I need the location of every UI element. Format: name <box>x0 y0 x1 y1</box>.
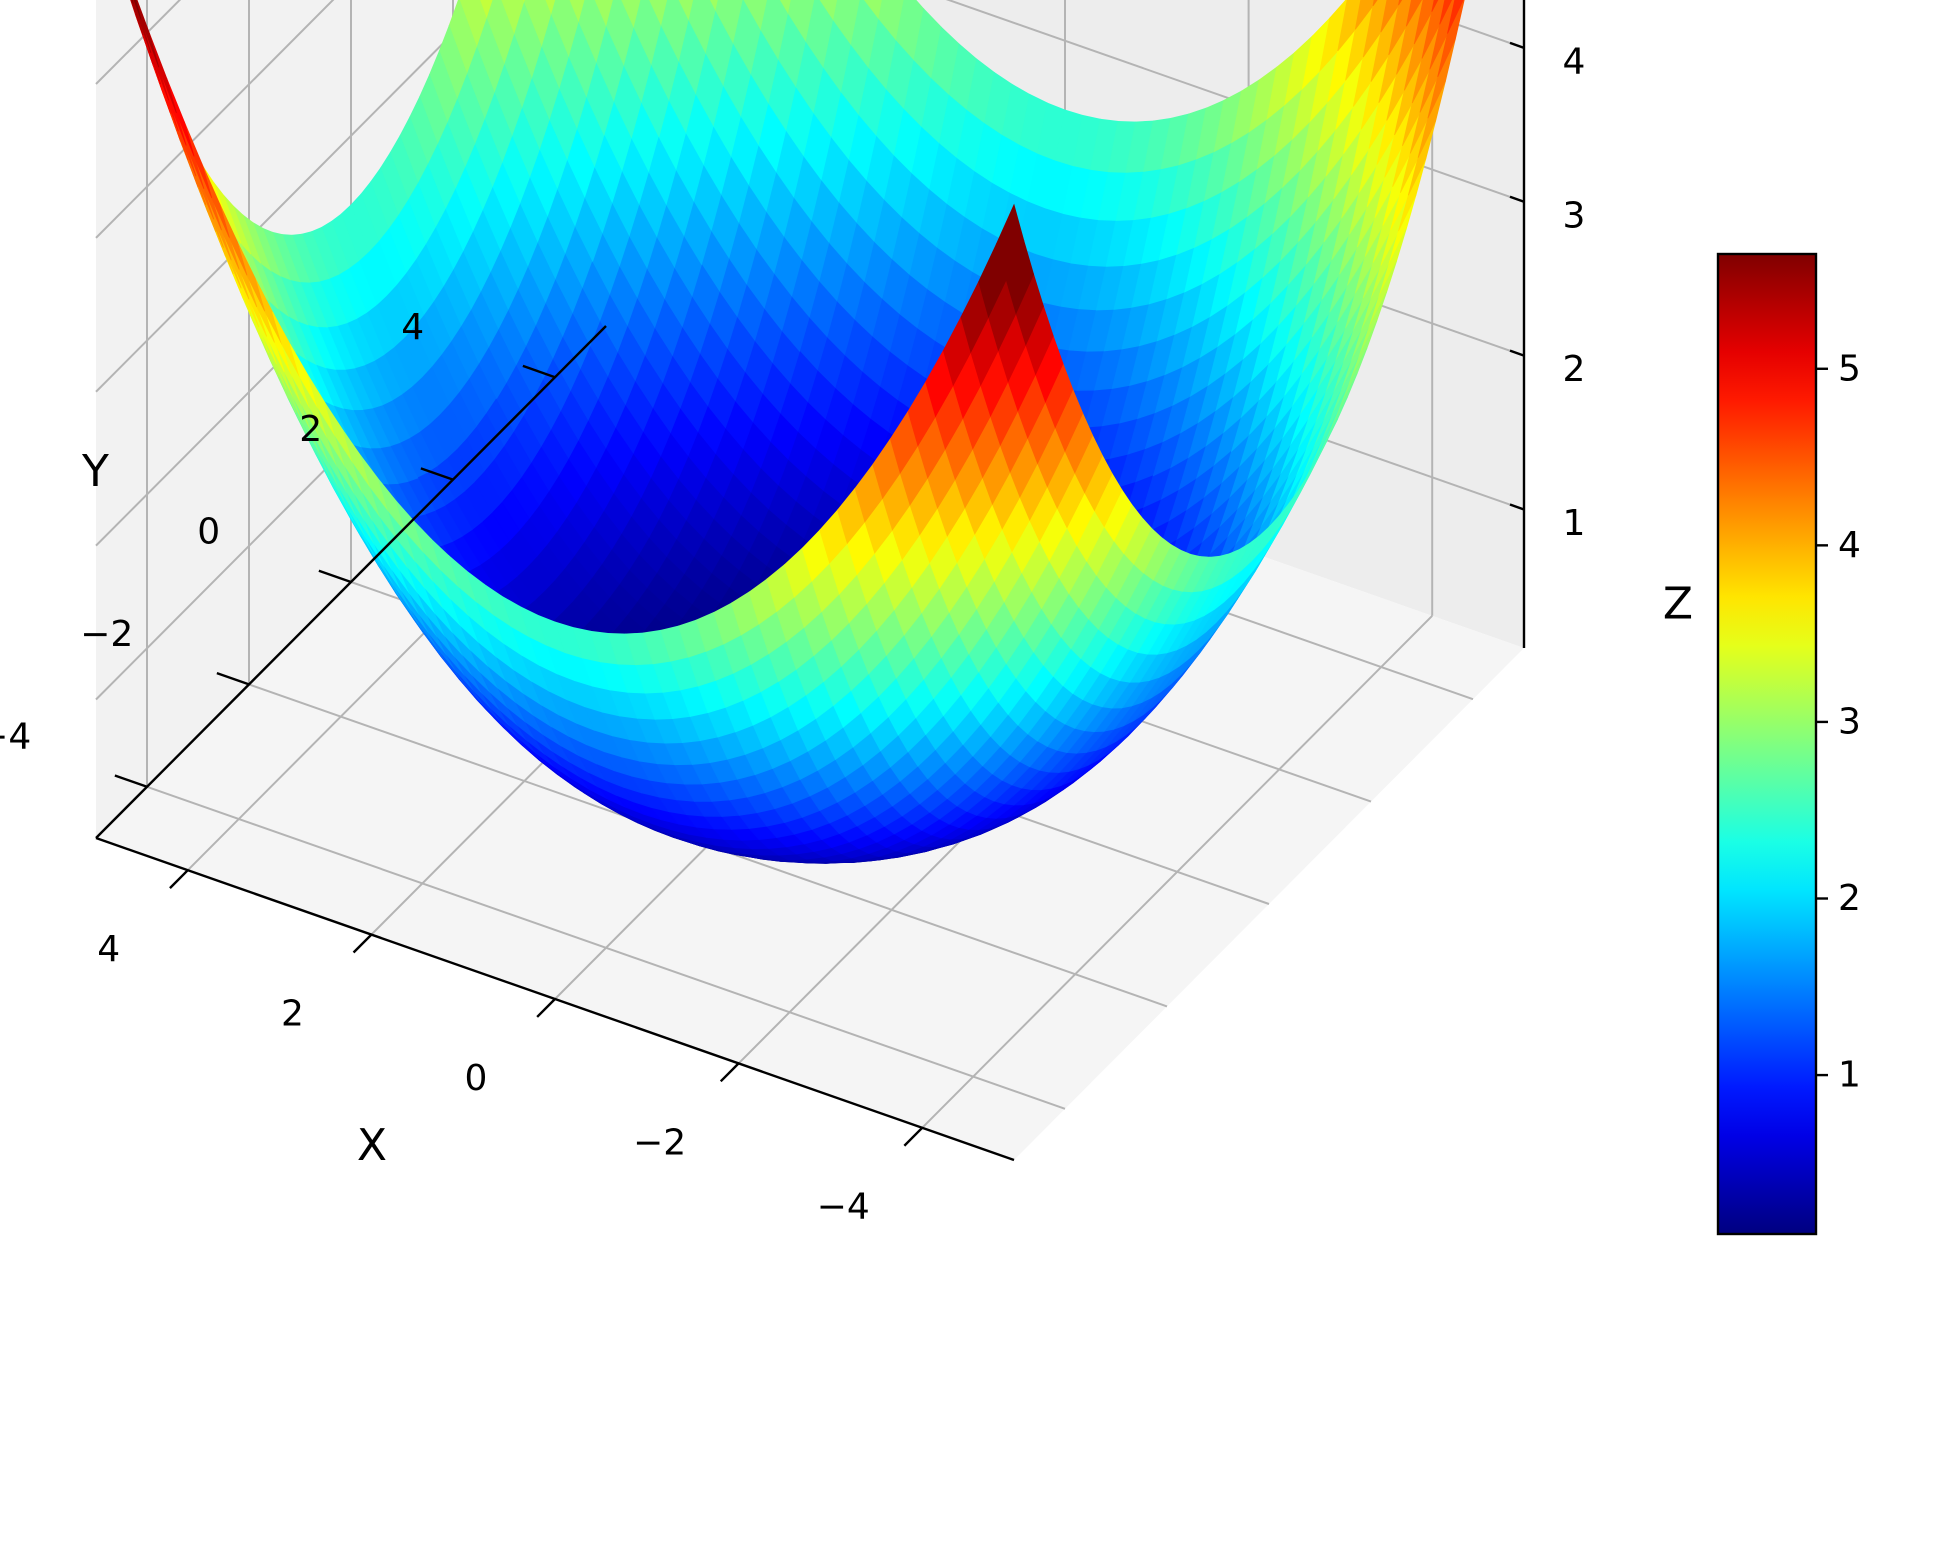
z-axis-tick <box>1509 195 1525 203</box>
z-axis-tick <box>1509 349 1525 357</box>
surface-facet <box>1337 0 1362 52</box>
x-axis-tick <box>903 1126 924 1147</box>
surface-facet <box>1405 0 1422 27</box>
y-axis-tick <box>216 671 250 686</box>
surface-facet <box>633 0 662 66</box>
surface-facet <box>779 0 792 15</box>
surface-facet <box>133 0 142 20</box>
surface-facet <box>1439 0 1452 25</box>
colorbar-tick-label: 1 <box>1838 1055 1861 1096</box>
y-tick-label: 4 <box>401 307 424 348</box>
y-axis-tick <box>522 364 556 379</box>
surface-facet <box>131 0 134 4</box>
gridline-floor-y <box>146 785 1066 1110</box>
z-axis-tick <box>1509 41 1525 50</box>
x-axis-tick <box>169 869 189 889</box>
y-axis-tick <box>114 774 148 788</box>
gridline-wall-z-x <box>95 0 488 393</box>
y-axis-label: Y <box>81 446 109 497</box>
surface-facet <box>621 0 641 28</box>
surface-facet <box>743 0 768 32</box>
y-axis-tick <box>420 467 454 481</box>
surface-facet <box>578 0 607 63</box>
surface-facet <box>1398 0 1403 6</box>
x-tick-label: −4 <box>817 1187 870 1228</box>
surface-facet <box>1447 0 1464 34</box>
x-tick-label: 2 <box>281 994 304 1035</box>
colorbar-tick-label: 3 <box>1838 701 1861 742</box>
surface-facet <box>594 0 613 27</box>
x-axis-label: X <box>357 1120 387 1171</box>
surface-facet <box>1354 0 1375 30</box>
surface-facet <box>1380 0 1400 33</box>
surface-facet <box>649 0 668 26</box>
x-axis-tick <box>352 933 373 954</box>
x-tick-label: 4 <box>97 929 120 970</box>
surface-facet <box>479 0 493 20</box>
surface-facet <box>995 203 1025 281</box>
surface-facet <box>569 0 585 23</box>
z-tick-label: 1 <box>1563 503 1586 544</box>
gridline-wall-z-x <box>95 0 335 239</box>
surface-facet <box>864 0 883 20</box>
y-tick-label: −2 <box>80 614 133 655</box>
surface-facet <box>545 0 556 15</box>
colorbar-gradient <box>1716 252 1818 1236</box>
x-axis-tick <box>719 1062 740 1083</box>
colorbar-tick-label: 5 <box>1838 348 1861 389</box>
colorbar: 1 2 3 4 5 Z <box>1663 252 1861 1236</box>
x-tick-label: −2 <box>633 1122 686 1163</box>
z-axis-tick <box>1509 503 1525 511</box>
z-tick-label: 2 <box>1563 349 1586 390</box>
x-axis-tick <box>536 998 556 1018</box>
surface-facet <box>678 0 694 21</box>
z-tick-label: 3 <box>1563 195 1586 236</box>
y-axis-tick <box>318 569 352 584</box>
colorbar-label: Z <box>1663 579 1693 630</box>
surface-facet <box>550 0 579 57</box>
surface-facet <box>1431 0 1439 12</box>
x-tick-label: 0 <box>465 1058 488 1099</box>
colorbar-tick-label: 2 <box>1838 878 1861 919</box>
colorbar-tick-label: 4 <box>1838 525 1861 566</box>
y-tick-label: 2 <box>299 409 322 450</box>
surface-mesh <box>130 0 1465 864</box>
surface-facet <box>819 0 838 22</box>
surface-facet <box>1372 0 1378 7</box>
z-tick-label: 4 <box>1563 41 1586 82</box>
y-tick-label: −4 <box>0 716 31 757</box>
surface-facet <box>130 0 144 36</box>
surface-facet <box>605 0 634 66</box>
surface-facet <box>1413 0 1435 45</box>
y-tick-label: 0 <box>197 512 220 553</box>
surface-facet <box>660 0 689 62</box>
